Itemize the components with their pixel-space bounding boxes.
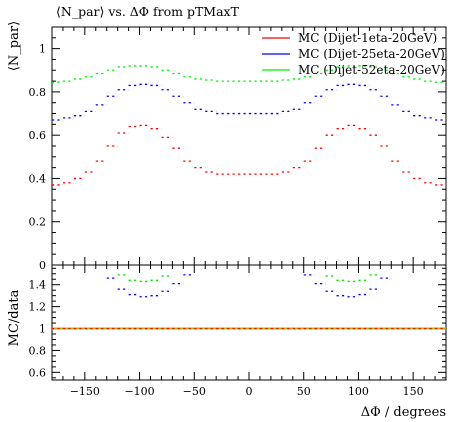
legend-entry: MC (Dijet-52eta-20GeV) — [298, 63, 445, 77]
legend-entry: MC (Dijet-1eta-20GeV) — [298, 31, 437, 45]
x-tick-label: −150 — [70, 385, 100, 398]
ratio-y-tick-label: 0.6 — [29, 366, 47, 379]
y-tick-label: 0.4 — [29, 172, 47, 185]
series-3-line — [52, 65, 446, 83]
series-2-line — [52, 83, 446, 121]
ratio-y-tick-label: 1 — [39, 323, 46, 336]
x-tick-label: 100 — [348, 385, 369, 398]
x-tick-label: 50 — [297, 385, 311, 398]
legend: MC (Dijet-1eta-20GeV) MC (Dijet-25eta-20G… — [262, 31, 445, 77]
ratio-y-tick-label: 0.8 — [29, 344, 47, 357]
series-2-ratio — [106, 274, 392, 298]
series-3-ratio — [117, 274, 381, 283]
ratio-y-tick-label: 1.4 — [29, 279, 47, 292]
ratio-plot-frame — [51, 264, 447, 381]
y-tick-label: 0.6 — [29, 129, 47, 142]
x-tick-label: 150 — [403, 385, 424, 398]
x-axis-label: ΔΦ / degrees — [361, 405, 446, 420]
chart-title: ⟨N_par⟩ vs. ΔΦ from pTMaxT — [56, 4, 240, 19]
y-tick-label: 0 — [39, 259, 46, 272]
ratio-y-tick-label: 1.2 — [29, 301, 47, 314]
y-tick-label: 1 — [39, 43, 46, 56]
legend-entry: MC (Dijet-25eta-20GeV) — [298, 47, 445, 61]
series-1-line — [52, 124, 446, 186]
ratio-plot-panel: −150 −100 −50 0 50 100 150 0.6 0.8 1 1.2 1.4 — [29, 264, 447, 398]
y-tick-label: 0.2 — [29, 216, 47, 229]
ratio-y-axis-label: MC/data — [7, 289, 22, 346]
main-plot-panel: 0.2 0.4 0.6 0.8 1 0 — [29, 26, 447, 272]
x-tick-label: −100 — [124, 385, 154, 398]
x-tick-label: 0 — [246, 385, 253, 398]
x-tick-label: −50 — [183, 385, 206, 398]
y-axis-label: ⟨N_par⟩ — [7, 21, 22, 71]
y-tick-label: 0.8 — [29, 86, 47, 99]
